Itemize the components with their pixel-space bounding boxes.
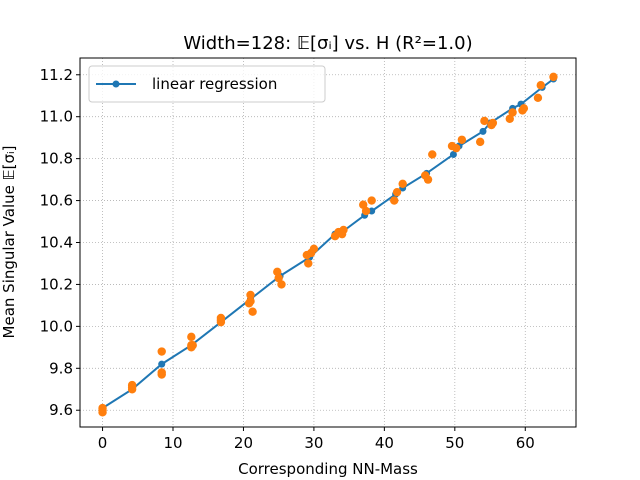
scatter-point: [309, 244, 319, 253]
chart-title: Width=128: 𝔼[σᵢ] vs. H (R²=1.0): [183, 33, 472, 54]
scatter-point: [452, 143, 461, 153]
x-tick-label: 30: [304, 434, 323, 452]
scatter-point: [98, 408, 107, 417]
scatter-point: [277, 280, 286, 289]
scatter-point: [475, 137, 485, 147]
scatter-point: [359, 200, 368, 209]
scatter-point: [127, 380, 137, 390]
regression-marker: [368, 207, 376, 215]
scatter-point: [339, 225, 348, 235]
y-tick-label: 10.0: [40, 317, 73, 335]
scatter-point: [246, 290, 255, 300]
scatter-point: [457, 135, 467, 144]
scatter-point: [246, 297, 255, 306]
scatter-point: [392, 187, 402, 197]
scatter-point: [187, 332, 196, 342]
x-axis-label: Corresponding NN-Mass: [238, 460, 418, 478]
plot-frame: [79, 57, 577, 428]
scatter-point: [367, 196, 376, 205]
legend-box: [88, 65, 326, 103]
scatter-point: [519, 104, 529, 113]
scatter-point: [508, 108, 517, 117]
scatter-point: [488, 118, 498, 128]
y-tick-label: 9.6: [49, 401, 73, 419]
y-axis-label: Mean Singular Value 𝔼[σᵢ]: [0, 146, 18, 339]
x-tick-label: 40: [375, 434, 394, 452]
scatter-point: [480, 116, 489, 126]
y-axis: 9.6 9.8 10.0 10.2 10.4 10.6 10.8 11.0 11.2: [40, 66, 80, 419]
grid: [80, 58, 576, 427]
scatter-point: [273, 267, 282, 277]
y-tick-label: 11.0: [40, 108, 73, 126]
legend-marker-swatch: [112, 80, 120, 88]
scatter-point: [361, 206, 371, 216]
x-tick-label: 10: [163, 434, 182, 452]
y-tick-label: 11.2: [40, 66, 73, 84]
scatter-point: [157, 370, 166, 379]
regression-marker: [158, 360, 166, 368]
scatter-point: [533, 93, 543, 103]
scatter-point: [157, 347, 166, 356]
scatter-point: [274, 273, 283, 283]
regression-marker: [479, 127, 487, 135]
y-tick-label: 10.4: [40, 234, 73, 252]
scatter-point: [216, 315, 226, 325]
scatter-point: [398, 179, 407, 188]
scatter-point: [423, 175, 433, 184]
y-tick-label: 10.6: [40, 192, 73, 210]
regression-marker: [449, 150, 457, 158]
legend: linear regression: [88, 65, 326, 103]
scatter-point: [304, 259, 313, 268]
legend-label: linear regression: [152, 75, 277, 93]
x-tick-label: 50: [445, 434, 464, 452]
x-tick-label: 0: [98, 434, 108, 452]
scatter-point: [248, 307, 257, 316]
x-axis: 0 10 20 30 40 50 60: [98, 427, 535, 452]
x-tick-label: 20: [234, 434, 253, 452]
scatter-point: [549, 72, 558, 82]
scatter-point: [428, 150, 437, 159]
y-tick-label: 9.8: [49, 359, 73, 377]
x-tick-label: 60: [516, 434, 535, 452]
scatter-point: [505, 114, 514, 124]
scatter-point: [188, 341, 197, 350]
plot-marks: [98, 72, 558, 417]
scatter-point: [536, 81, 545, 90]
y-tick-label: 10.8: [40, 150, 73, 168]
scatter-point: [390, 196, 399, 205]
y-tick-label: 10.2: [40, 275, 73, 293]
regression-line: [101, 78, 555, 409]
